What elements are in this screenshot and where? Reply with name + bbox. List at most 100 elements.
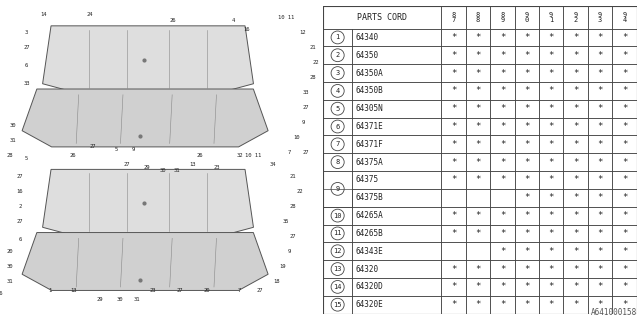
- Text: 2: 2: [335, 52, 340, 58]
- Text: *: *: [500, 211, 505, 220]
- Text: *: *: [476, 86, 481, 95]
- Text: 8: 8: [335, 159, 340, 165]
- Text: *: *: [621, 229, 627, 238]
- Text: *: *: [524, 282, 529, 292]
- Text: *: *: [524, 265, 529, 274]
- Text: 10 11: 10 11: [278, 15, 294, 20]
- Text: 16: 16: [17, 189, 23, 194]
- Text: 30: 30: [7, 264, 13, 269]
- Text: *: *: [500, 122, 505, 131]
- Text: 29: 29: [97, 297, 103, 301]
- Text: *: *: [597, 158, 603, 167]
- Text: 64265A: 64265A: [356, 211, 383, 220]
- Text: *: *: [524, 193, 529, 202]
- Text: *: *: [573, 265, 579, 274]
- Text: 5: 5: [335, 106, 340, 112]
- Text: 64375B: 64375B: [356, 193, 383, 202]
- Text: 64371E: 64371E: [356, 122, 383, 131]
- Text: *: *: [451, 282, 456, 292]
- Text: *: *: [500, 51, 505, 60]
- Text: 10: 10: [333, 212, 342, 219]
- Text: *: *: [548, 211, 554, 220]
- Text: *: *: [573, 193, 579, 202]
- Text: *: *: [597, 104, 603, 113]
- Text: *: *: [451, 68, 456, 77]
- Text: 9
1: 9 1: [549, 12, 554, 23]
- Text: 8
9: 8 9: [500, 12, 504, 23]
- Text: *: *: [500, 282, 505, 292]
- Text: 22: 22: [313, 60, 319, 65]
- Text: *: *: [597, 211, 603, 220]
- Text: 15: 15: [333, 302, 342, 308]
- Text: *: *: [573, 86, 579, 95]
- Text: 26: 26: [170, 19, 176, 23]
- Text: *: *: [621, 51, 627, 60]
- Text: 19: 19: [280, 264, 286, 269]
- Text: 27: 27: [17, 219, 23, 224]
- Text: 26: 26: [70, 153, 76, 158]
- Text: *: *: [500, 140, 505, 149]
- Text: 22: 22: [296, 189, 303, 194]
- Text: *: *: [476, 104, 481, 113]
- Text: *: *: [573, 33, 579, 42]
- Text: 3: 3: [335, 70, 340, 76]
- Text: *: *: [476, 282, 481, 292]
- Text: *: *: [451, 140, 456, 149]
- Text: *: *: [524, 211, 529, 220]
- Text: *: *: [573, 158, 579, 167]
- Text: 9
3: 9 3: [598, 12, 602, 23]
- Text: 12: 12: [333, 248, 342, 254]
- Text: 8
7: 8 7: [451, 12, 456, 23]
- Text: 13: 13: [333, 266, 342, 272]
- Text: *: *: [524, 247, 529, 256]
- Text: 18: 18: [273, 279, 280, 284]
- Text: *: *: [597, 140, 603, 149]
- Text: 9: 9: [301, 120, 305, 125]
- Text: 9
0: 9 0: [525, 12, 529, 23]
- Text: 64350A: 64350A: [356, 68, 383, 77]
- Text: *: *: [573, 175, 579, 184]
- Text: 21: 21: [310, 45, 316, 50]
- Text: 7: 7: [238, 288, 241, 292]
- Text: *: *: [597, 51, 603, 60]
- Text: 8
8: 8 8: [476, 12, 480, 23]
- Text: *: *: [621, 104, 627, 113]
- Text: *: *: [500, 104, 505, 113]
- Text: 27: 27: [290, 234, 296, 239]
- Text: *: *: [451, 211, 456, 220]
- Text: 64350B: 64350B: [356, 86, 383, 95]
- Text: 11: 11: [333, 230, 342, 236]
- Text: *: *: [573, 122, 579, 131]
- Text: 27: 27: [124, 162, 130, 167]
- Text: *: *: [451, 265, 456, 274]
- Text: 33: 33: [303, 90, 309, 95]
- Text: 64343E: 64343E: [356, 247, 383, 256]
- Text: 4: 4: [231, 19, 235, 23]
- Text: *: *: [524, 104, 529, 113]
- Text: *: *: [597, 68, 603, 77]
- Text: 64305N: 64305N: [356, 104, 383, 113]
- Text: *: *: [524, 175, 529, 184]
- Text: *: *: [621, 282, 627, 292]
- Text: 64265B: 64265B: [356, 229, 383, 238]
- Text: 30: 30: [10, 123, 17, 128]
- Text: *: *: [548, 282, 554, 292]
- Text: *: *: [548, 68, 554, 77]
- Text: 31: 31: [133, 297, 140, 301]
- Text: 64320: 64320: [356, 265, 379, 274]
- Text: *: *: [524, 68, 529, 77]
- Text: 29: 29: [143, 165, 150, 170]
- Text: 64320D: 64320D: [356, 282, 383, 292]
- Text: *: *: [476, 140, 481, 149]
- Text: *: *: [476, 265, 481, 274]
- Text: 31: 31: [7, 279, 13, 284]
- Text: 28: 28: [310, 75, 316, 80]
- Text: *: *: [621, 86, 627, 95]
- Text: *: *: [451, 229, 456, 238]
- Text: *: *: [476, 229, 481, 238]
- Text: 27: 27: [90, 144, 97, 149]
- Text: 1: 1: [48, 288, 52, 292]
- Text: 31: 31: [173, 168, 180, 173]
- Text: *: *: [548, 140, 554, 149]
- Text: 28: 28: [7, 153, 13, 158]
